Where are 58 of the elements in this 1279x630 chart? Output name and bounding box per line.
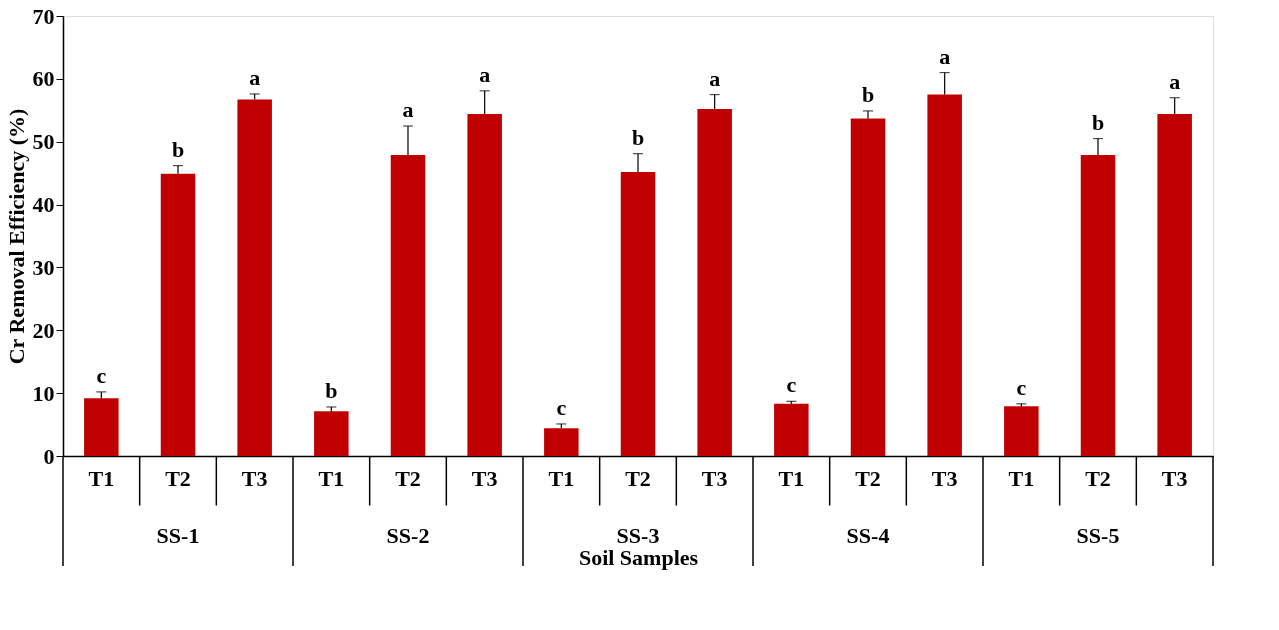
x-tick-label: T3 — [241, 465, 268, 491]
data-label: b — [171, 136, 185, 162]
bar — [1080, 154, 1116, 456]
y-tick-label: 60 — [32, 66, 55, 92]
data-label: b — [631, 124, 645, 150]
data-label: a — [939, 43, 951, 69]
data-label: a — [402, 97, 414, 122]
data-label: b — [861, 81, 875, 107]
y-tick-label: 30 — [32, 254, 55, 280]
x-tick-label: T3 — [701, 465, 728, 491]
x-tick-label: T2 — [395, 465, 421, 491]
data-label: c — [96, 362, 107, 388]
y-tick-label: 0 — [43, 443, 55, 469]
x-tick-label: T2 — [855, 465, 881, 491]
bar — [237, 99, 272, 456]
y-tick-label: 10 — [32, 380, 55, 406]
x-tick-label: T1 — [778, 465, 805, 491]
bar — [620, 171, 656, 456]
bar — [390, 154, 426, 456]
data-label: c — [1016, 374, 1027, 400]
x-tick-label: T3 — [931, 465, 958, 491]
y-tick-label: 40 — [32, 192, 55, 218]
text: SS-5 — [1076, 523, 1120, 549]
bar — [774, 403, 809, 456]
data-label: b — [1091, 109, 1105, 135]
data-label: c — [556, 394, 567, 420]
text: SS-4 — [846, 523, 890, 549]
bar — [927, 94, 962, 456]
bar — [314, 411, 349, 456]
data-label: a — [709, 65, 721, 91]
y-tick-label: 20 — [32, 317, 55, 343]
x-tick-label: T2 — [1085, 465, 1111, 491]
x-tick-label: T3 — [1161, 465, 1188, 491]
y-tick-label: 70 — [32, 3, 55, 29]
data-label: a — [479, 61, 491, 87]
text: SS-2 — [386, 523, 430, 549]
bar — [467, 114, 502, 456]
bar — [1004, 406, 1039, 456]
x-tick-label: T2 — [165, 465, 191, 491]
data-label: c — [786, 372, 797, 398]
data-label: a — [1169, 68, 1181, 94]
bar — [850, 118, 886, 456]
x-tick-label: T2 — [625, 465, 651, 491]
data-label: a — [249, 64, 261, 90]
bar — [84, 398, 119, 456]
bar — [1157, 114, 1192, 456]
x-tick-label: T3 — [471, 465, 498, 491]
bar — [697, 109, 732, 456]
y-tick-label: 50 — [32, 129, 55, 155]
x-tick-label: T1 — [548, 465, 575, 491]
data-label: b — [325, 377, 338, 403]
bar — [544, 428, 579, 456]
bar — [160, 173, 196, 456]
y-axis-title: Cr Removal Efficiency (%) — [3, 108, 29, 365]
x-tick-label: T1 — [1008, 465, 1035, 491]
text: SS-1 — [156, 523, 200, 549]
x-tick-label: T1 — [88, 465, 115, 491]
x-tick-label: T1 — [318, 465, 345, 491]
